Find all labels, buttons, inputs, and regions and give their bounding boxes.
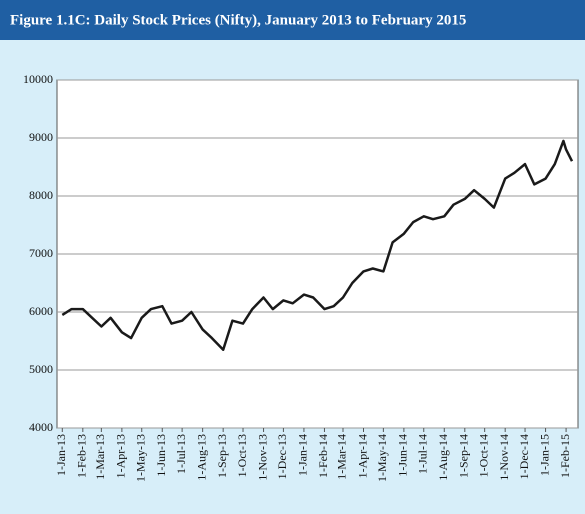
x-tick-label: 1-Mar-14: [335, 434, 349, 480]
x-tick-label: 1-Apr-14: [355, 434, 369, 478]
x-tick-label: 1-Dec-13: [275, 434, 289, 479]
x-tick-label: 1-Jul-14: [416, 434, 430, 474]
x-tick-label: 1-Oct-13: [235, 434, 249, 477]
x-tick-label: 1-Mar-13: [93, 434, 107, 480]
x-tick-label: 1-Sep-13: [215, 434, 229, 478]
x-tick-label: 1-Jan-14: [296, 434, 310, 476]
x-tick-label: 1-Apr-13: [114, 434, 128, 478]
y-tick-label: 4000: [29, 420, 53, 434]
x-tick-label: 1-Nov-13: [255, 434, 269, 481]
x-tick-label: 1-Jul-13: [174, 434, 188, 474]
x-tick-label: 1-Jun-13: [154, 434, 168, 477]
y-tick-label: 8000: [29, 188, 53, 202]
x-tick-label: 1-Jun-14: [396, 434, 410, 477]
x-tick-label: 1-Dec-14: [517, 434, 531, 479]
header-bar: [0, 0, 585, 40]
y-tick-label: 6000: [29, 304, 53, 318]
x-tick-label: 1-Aug-13: [194, 434, 208, 481]
x-tick-label: 1-Nov-14: [497, 434, 511, 481]
x-tick-label: 1-May-14: [375, 434, 389, 482]
price-line: [61, 139, 574, 351]
y-tick-label: 10000: [23, 72, 53, 86]
x-tick-label: 1-Jan-13: [54, 434, 68, 476]
y-tick-label: 5000: [29, 362, 53, 376]
x-tick-label: 1-Sep-14: [457, 434, 471, 478]
x-tick-label: 1-May-13: [133, 434, 147, 482]
y-tick-label: 7000: [29, 246, 53, 260]
x-tick-label: 1-Feb-15: [558, 434, 572, 478]
x-tick-label: 1-Feb-14: [316, 434, 330, 478]
y-tick-label: 9000: [29, 130, 53, 144]
x-tick-label: 1-Aug-14: [436, 434, 450, 481]
x-tick-label: 1-Jan-15: [537, 434, 551, 476]
x-tick-label: 1-Feb-13: [75, 434, 89, 478]
chart-title: Figure 1.1C: Daily Stock Prices (Nifty),…: [10, 12, 466, 28]
x-tick-label: 1-Oct-14: [476, 434, 490, 477]
